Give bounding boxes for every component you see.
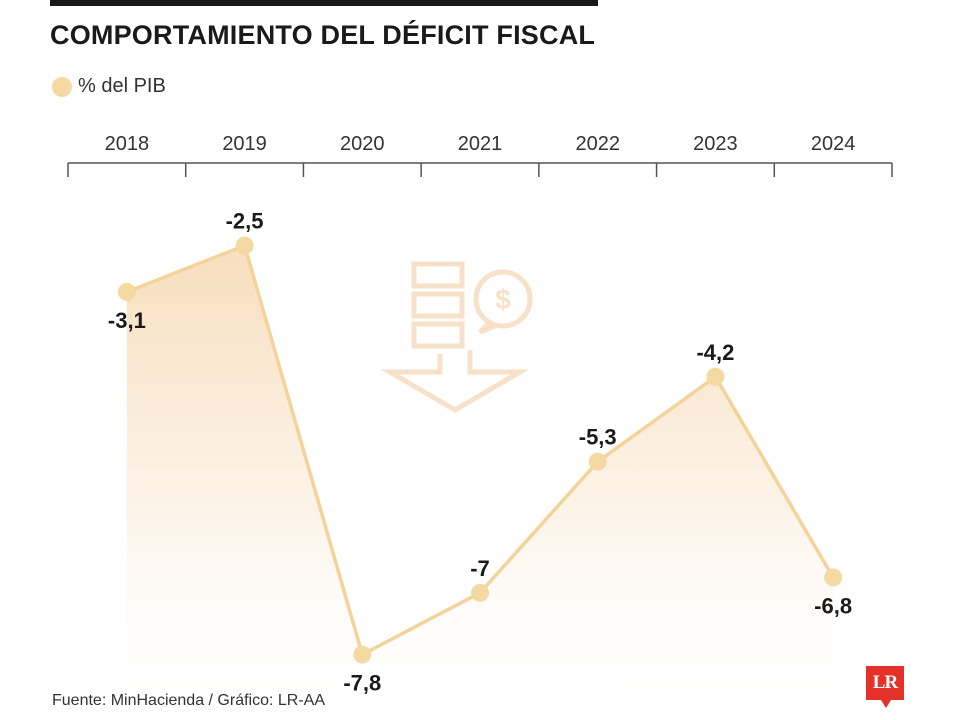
series-points xyxy=(117,236,843,664)
area-fill xyxy=(126,245,834,720)
data-label-2018: -3,1 xyxy=(108,308,146,333)
title-rule xyxy=(50,0,598,6)
source-note: Fuente: MinHacienda / Gráfico: LR-AA xyxy=(52,692,326,709)
data-point-2020 xyxy=(353,645,372,664)
legend-marker xyxy=(52,76,72,97)
x-tick-label-2022: 2022 xyxy=(575,133,620,155)
chart-title: COMPORTAMIENTO DEL DÉFICIT FISCAL xyxy=(50,20,596,50)
x-tick-label-2024: 2024 xyxy=(811,133,856,155)
data-labels: -3,1 -2,5 -7,8 -7 -5,3 -4,2 -6,8 xyxy=(108,209,852,696)
data-label-2021: -7 xyxy=(470,556,490,581)
data-point-2018 xyxy=(117,282,136,301)
data-point-2024 xyxy=(824,568,843,587)
data-point-2023 xyxy=(706,367,725,386)
data-point-2019 xyxy=(235,236,254,255)
data-point-2021 xyxy=(471,583,489,602)
x-tick-label-2018: 2018 xyxy=(105,133,150,155)
lr-logo: LR xyxy=(866,666,904,708)
x-tick-label-2021: 2021 xyxy=(458,133,503,155)
legend-label: % del PIB xyxy=(78,75,166,97)
x-tick-label-2019: 2019 xyxy=(222,133,267,155)
data-label-2022: -5,3 xyxy=(579,425,617,450)
data-label-2020: -7,8 xyxy=(343,671,381,696)
svg-text:$: $ xyxy=(495,284,511,315)
data-label-2024: -6,8 xyxy=(814,593,852,618)
legend: % del PIB xyxy=(52,75,166,98)
data-label-2023: -4,2 xyxy=(696,340,734,365)
x-tick-label-2020: 2020 xyxy=(340,133,385,155)
data-point-2022 xyxy=(588,452,607,471)
data-label-2019: -2,5 xyxy=(226,209,264,234)
x-tick-label-2023: 2023 xyxy=(693,133,738,155)
fiscal-deficit-icon: $ xyxy=(380,261,533,413)
x-tick-labels: 2018 2019 2020 2021 2022 2023 2024 xyxy=(105,133,856,155)
x-axis xyxy=(67,162,893,177)
